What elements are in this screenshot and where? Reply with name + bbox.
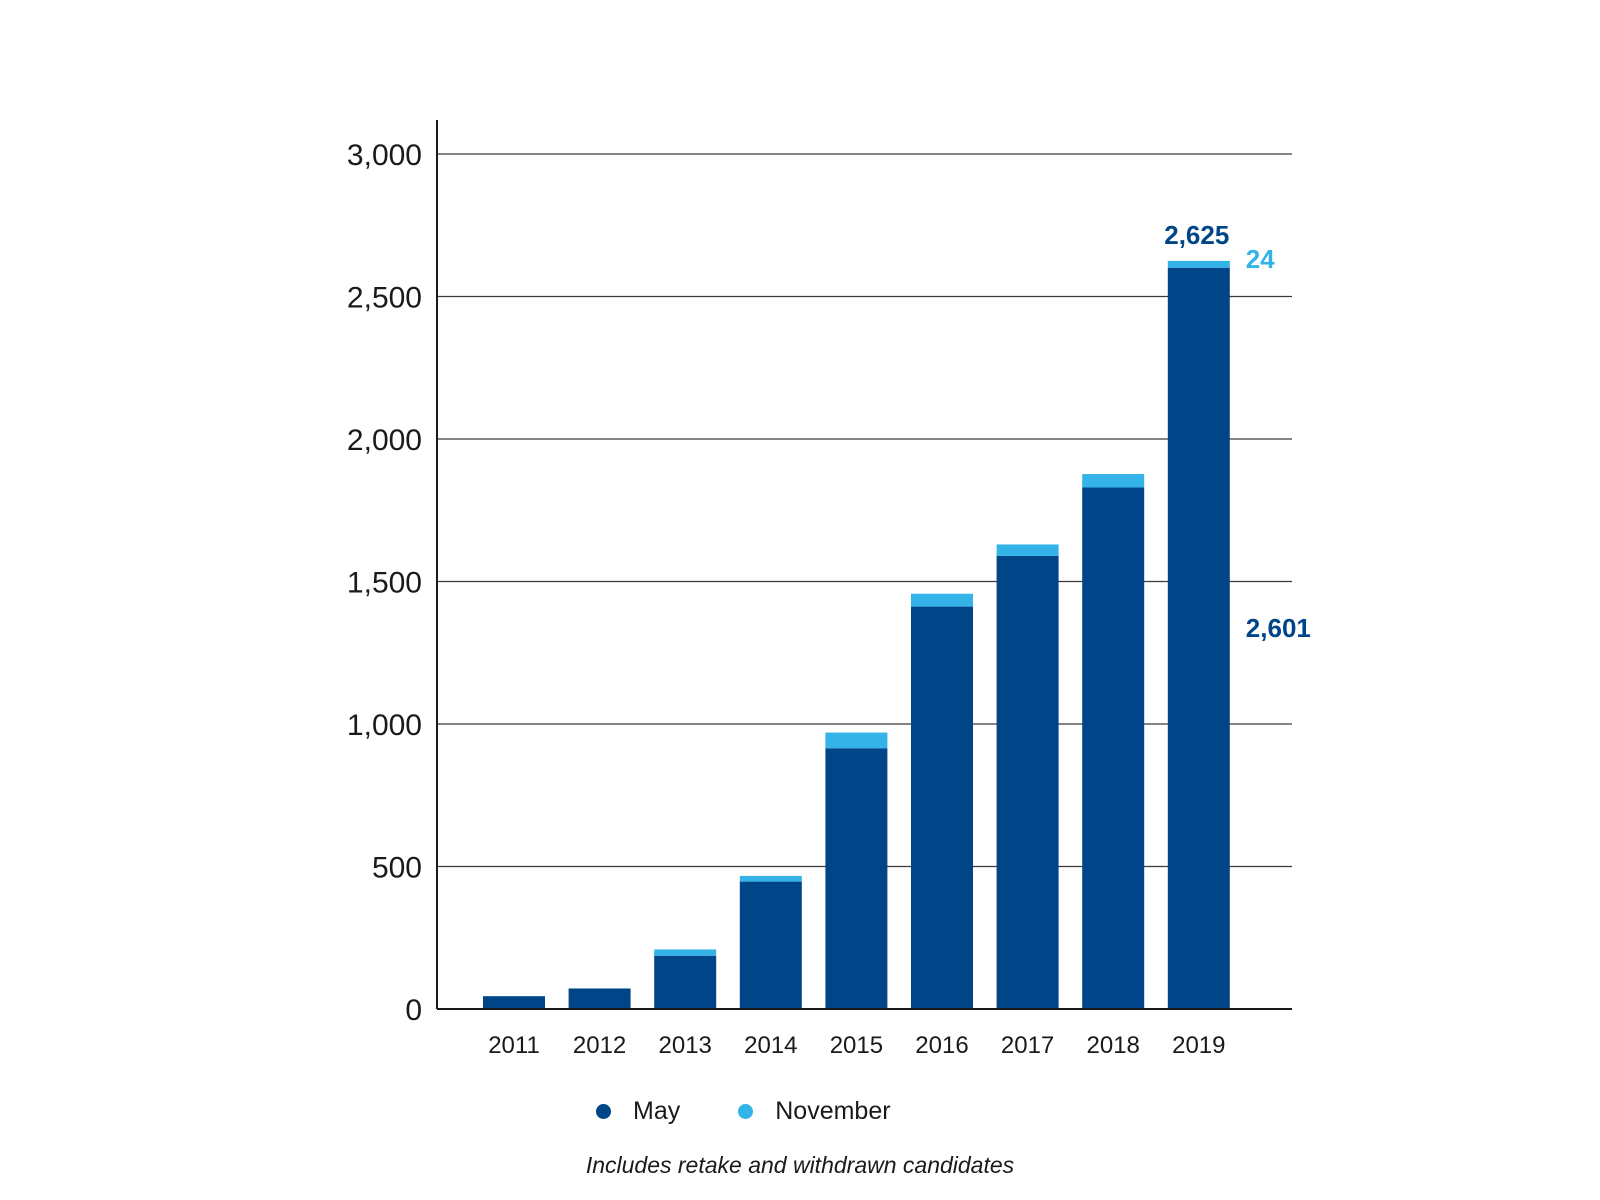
x-tick-label: 2015 <box>830 1032 883 1059</box>
data-label-total: 2,625 <box>1164 220 1229 250</box>
footnote: Includes retake and withdrawn candidates <box>585 1152 1015 1178</box>
bar-may-2018 <box>1082 487 1145 1009</box>
legend-swatch-november <box>738 1103 754 1119</box>
bar-november-2017 <box>996 544 1059 556</box>
y-tick-label: 0 <box>405 994 422 1027</box>
y-axis-ticks: 0 500 1,000 1,500 2,000 2,500 3,000 <box>347 139 422 1027</box>
data-label-may: 2,601 <box>1246 613 1311 643</box>
y-tick-label: 2,500 <box>347 282 422 315</box>
gridlines <box>437 153 1292 868</box>
legend-label-may: May <box>633 1096 681 1125</box>
bar-may-2017 <box>996 555 1059 1009</box>
bar-november-2019 <box>1167 260 1230 268</box>
legend-item-may: May <box>596 1097 680 1126</box>
bar-may-2016 <box>911 606 973 1009</box>
bar-november-2016 <box>911 593 973 607</box>
legend-item-november: November <box>738 1096 891 1126</box>
bar-may-2012 <box>568 988 631 1009</box>
bar-november-2015 <box>825 732 888 749</box>
bar-november-2014 <box>739 875 802 882</box>
x-tick-label: 2012 <box>573 1032 626 1059</box>
annotations: 2,625 24 2,601 <box>1164 220 1311 643</box>
y-tick-label: 3,000 <box>347 139 422 172</box>
legend-label-november: November <box>775 1096 891 1125</box>
y-tick-label: 2,000 <box>347 424 422 457</box>
bars <box>483 260 1230 1010</box>
x-tick-label: 2016 <box>915 1032 968 1059</box>
bar-may-2013 <box>654 955 717 1009</box>
x-tick-label: 2017 <box>1001 1032 1054 1059</box>
x-tick-label: 2018 <box>1087 1032 1140 1059</box>
x-tick-label: 2014 <box>744 1032 797 1059</box>
legend: May November <box>596 1093 891 1129</box>
bar-may-2011 <box>483 996 545 1009</box>
x-tick-label: 2011 <box>488 1032 540 1059</box>
x-tick-label: 2013 <box>659 1032 712 1059</box>
data-label-november: 24 <box>1246 244 1275 274</box>
bar-may-2015 <box>825 748 888 1009</box>
x-axis-ticks: 2011 2012 2013 2014 2015 2016 2017 2018 2019 <box>488 1032 1225 1059</box>
y-tick-label: 1,500 <box>347 567 422 600</box>
legend-swatch-may <box>596 1103 611 1119</box>
x-tick-label: 2019 <box>1172 1032 1225 1059</box>
bar-november-2018 <box>1082 474 1145 488</box>
bar-may-2019 <box>1167 267 1230 1010</box>
y-tick-label: 500 <box>372 852 422 885</box>
bar-may-2014 <box>739 881 802 1009</box>
bar-november-2013 <box>654 949 717 956</box>
y-tick-label: 1,000 <box>347 709 422 742</box>
